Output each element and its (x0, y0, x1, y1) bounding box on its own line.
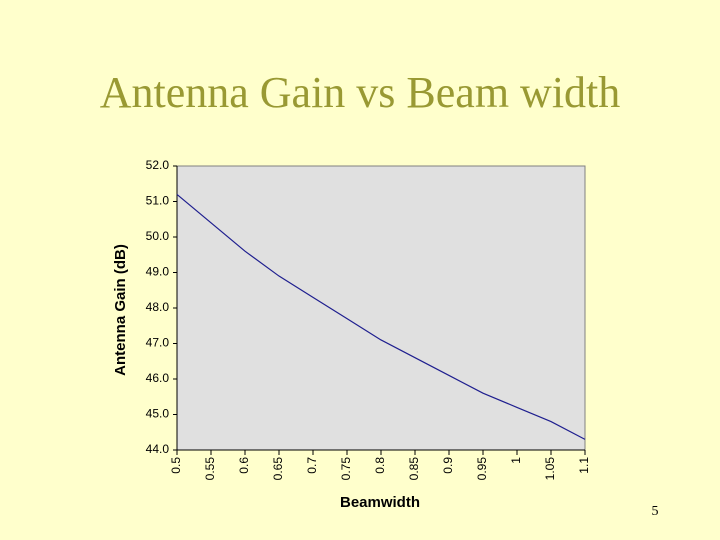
plot-area (176, 165, 586, 451)
y-tick-label: 45.0 (146, 407, 170, 421)
x-tick-label: 1 (509, 457, 523, 464)
x-tick-label: 0.65 (271, 457, 285, 481)
y-tick-label: 47.0 (146, 336, 170, 350)
x-tick-label: 0.5 (169, 457, 183, 474)
x-tick-label: 0.55 (203, 457, 217, 481)
page-number: 5 (652, 504, 659, 519)
y-tick-label: 44.0 (146, 442, 170, 456)
x-tick-label: 0.85 (407, 457, 421, 481)
x-axis-title: Beamwidth (340, 494, 420, 511)
y-tick-label: 52.0 (146, 158, 170, 172)
x-tick-label: 0.75 (339, 457, 353, 481)
x-tick-label: 1.05 (543, 457, 557, 481)
y-tick-label: 48.0 (146, 300, 170, 314)
chart-title: Antenna Gain vs Beam width (100, 68, 621, 117)
x-tick-label: 1.1 (577, 457, 591, 474)
y-tick-label: 46.0 (146, 371, 170, 385)
y-axis-title: Antenna Gain (dB) (112, 244, 129, 376)
x-tick-label: 0.9 (441, 457, 455, 474)
y-tick-label: 50.0 (146, 229, 170, 243)
x-tick-label: 0.7 (305, 457, 319, 474)
x-tick-label: 0.95 (475, 457, 489, 481)
y-tick-label: 49.0 (146, 265, 170, 279)
line-series (176, 193, 586, 440)
y-tick-label: 51.0 (146, 194, 170, 208)
x-tick-label: 0.8 (373, 457, 387, 474)
x-tick-label: 0.6 (237, 457, 251, 474)
